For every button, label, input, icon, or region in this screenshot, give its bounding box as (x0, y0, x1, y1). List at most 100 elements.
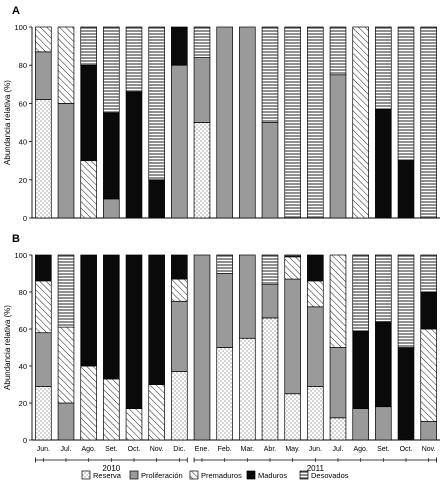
y-tick-label: 60 (19, 99, 27, 108)
bar-segment-proliferación (375, 406, 392, 441)
x-tick-label: Jul. (61, 446, 72, 453)
bar-segment-premaduros (80, 365, 97, 441)
bar-segment-desovados (193, 26, 211, 58)
bar-segment-desovados (261, 26, 279, 123)
legend-item-reserva: Reserva (81, 470, 122, 480)
x-tick-label: Feb. (218, 446, 232, 453)
x-tick-label: Jun. (309, 446, 322, 453)
bar-segment-proliferación (284, 278, 301, 395)
legend-swatch (129, 470, 139, 480)
bar-segment-reserva (261, 317, 279, 441)
legend-label: Maduros (258, 471, 287, 480)
y-axis-label: Abundancia relativa (%) (3, 80, 12, 165)
bar-segment-premaduros (284, 256, 301, 280)
year-group: 2011 (193, 457, 438, 473)
legend-label: Proliferación (141, 471, 183, 480)
legend-item-proliferación: Proliferación (129, 470, 183, 480)
y-tick-label: 40 (19, 362, 27, 371)
bar-segment-desovados (420, 254, 437, 293)
y-tick-label: 100 (14, 251, 27, 260)
bar-segment-reserva (307, 386, 324, 441)
bar-segment-proliferación (57, 103, 75, 219)
bar-segment-proliferación (216, 273, 233, 348)
bar-segment-reserva (284, 393, 301, 441)
bar-segment-desovados (148, 26, 165, 181)
bar-segment-maduros (148, 254, 165, 385)
x-tick-label: Abr. (264, 446, 277, 453)
bar-segment-proliferación (171, 300, 188, 372)
bar-segment-proliferación (193, 57, 211, 123)
y-tick-label: 0 (23, 214, 27, 223)
bar-segment-desovados (375, 26, 392, 110)
bar-segment-maduros (80, 64, 97, 162)
legend-label: Reserva (93, 471, 122, 480)
bar-segment-maduros (103, 112, 120, 200)
y-tick-label: 20 (19, 399, 27, 408)
bar-segment-premaduros (125, 408, 143, 441)
x-tick-label: Nov. (150, 446, 164, 453)
bar-segment-reserva (35, 386, 52, 441)
x-tick-label: Oct. (128, 446, 141, 453)
bar-segment-maduros (420, 291, 437, 330)
bar-segment-maduros (35, 254, 52, 282)
panel-label: B (12, 233, 20, 245)
bar-segment-reserva (329, 417, 347, 441)
y-axis-label: Abundancia relativa (%) (3, 305, 12, 390)
bar-segment-proliferación (35, 332, 52, 387)
bar-segment-desovados (261, 254, 279, 285)
bar-segment-premaduros (171, 278, 188, 302)
legend-swatch (81, 470, 91, 480)
x-tick-label: Nov. (422, 446, 436, 453)
bar-segment-proliferación (171, 64, 188, 219)
bar-segment-proliferación (329, 74, 347, 219)
bar-segment-premaduros (57, 326, 75, 404)
legend-item-maduros: Maduros (246, 470, 287, 480)
panel-A: A Abundancia relativa (%) 0 20 40 60 80 100 (3, 5, 440, 223)
y-tick-label: 40 (19, 138, 27, 147)
bar-segment-desovados (329, 26, 347, 76)
bar-segment-maduros (397, 347, 415, 441)
bar-segment-proliferación (216, 26, 233, 219)
bar-segment-reserva (216, 347, 233, 441)
bar-segment-proliferación (352, 408, 369, 441)
bar-segment-desovados (397, 26, 415, 162)
bar-segment-premaduros (80, 160, 97, 219)
bar-segment-desovados (375, 254, 392, 322)
legend-label: Premaduros (201, 471, 242, 480)
y-tick-label: 80 (19, 288, 27, 297)
bar-segment-maduros (171, 254, 188, 280)
x-tick-label: May. (285, 446, 300, 453)
bar-segment-maduros (375, 321, 392, 408)
bar-segment-premaduros (57, 26, 75, 104)
panel-label: A (12, 5, 20, 17)
bar-segment-desovados (80, 26, 97, 66)
bar-segment-desovados (420, 26, 437, 219)
y-tick-label: 60 (19, 325, 27, 334)
bar-segment-proliferación (420, 421, 437, 441)
bar-segment-desovados (307, 26, 324, 219)
bar-segment-maduros (171, 26, 188, 66)
bar-segment-premaduros (35, 280, 52, 334)
legend-swatch (246, 470, 256, 480)
bar-segment-desovados (103, 26, 120, 114)
legend-label: Desovados (311, 471, 349, 480)
bar-segment-reserva (239, 337, 256, 441)
bar-segment-maduros (125, 254, 143, 409)
bar-segment-proliferación (261, 284, 279, 319)
y-tick-label: 20 (19, 176, 27, 185)
bar-segment-maduros (352, 330, 369, 409)
x-tick-label: Oct. (400, 446, 413, 453)
bar-segment-desovados (284, 26, 301, 219)
x-tick-label: Set. (105, 446, 118, 453)
bar-segment-maduros (125, 91, 143, 219)
legend-item-desovados: Desovados (299, 470, 349, 480)
legend-swatch (189, 470, 199, 480)
bar-segment-reserva (193, 122, 211, 219)
bar-segment-proliferación (57, 402, 75, 441)
x-tick-label: Ago. (81, 446, 95, 453)
panel-B: B Abundancia relativa (%) 0 20 40 60 80 100 (3, 233, 440, 445)
x-tick-label: Ene. (195, 446, 209, 453)
bar-segment-reserva (35, 99, 52, 219)
bar-segment-premaduros (329, 254, 347, 348)
bar-segment-desovados (397, 254, 415, 348)
